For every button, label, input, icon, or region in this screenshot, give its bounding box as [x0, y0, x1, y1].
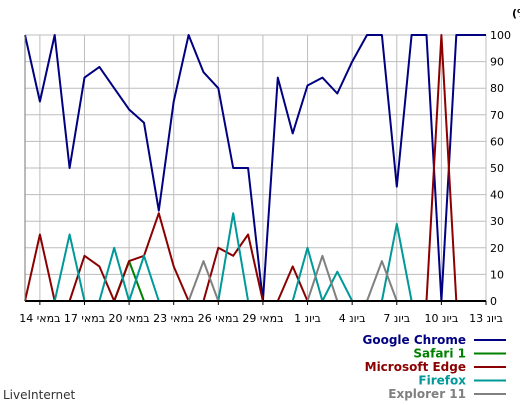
y-tick-label: 60 [490, 135, 504, 148]
y-axis-label: חלק (%) [512, 7, 520, 20]
y-tick-label: 50 [490, 162, 504, 175]
x-tick-label: 7 ביונ [383, 312, 410, 325]
legend-label: Firefox [418, 374, 466, 388]
x-tick-label: 17 במאי [64, 312, 105, 325]
legend-label: Explorer 11 [388, 387, 466, 401]
x-tick-label: 26 במאי [198, 312, 239, 325]
y-tick-label: 90 [490, 56, 504, 69]
legend-label: Safari 1 [413, 347, 466, 361]
brand-label: LiveInternet [3, 388, 75, 402]
x-tick-label: 13 ביונ [469, 312, 503, 325]
x-tick-label: 10 ביונ [425, 312, 459, 325]
grid [25, 34, 487, 302]
y-tick-label: 80 [490, 82, 504, 95]
y-tick-label: 0 [490, 295, 497, 308]
y-tick-label: 40 [490, 189, 504, 202]
legend-label: Microsoft Edge [365, 360, 466, 374]
legend-label: Google Chrome [362, 333, 466, 347]
x-tick-label: 29 במאי [242, 312, 283, 325]
series-line [24, 34, 486, 302]
x-tick-label: 20 במאי [109, 312, 150, 325]
x-tick-label: 1 ביונ [294, 312, 321, 325]
x-tick-label: 23 במאי [153, 312, 194, 325]
x-tick-label: 4 ביונ [339, 312, 366, 325]
y-tick-label: 20 [490, 242, 504, 255]
x-tick-label: 14 במאי [19, 312, 60, 325]
y-tick-label: 30 [490, 215, 504, 228]
y-tick-label: 100 [490, 29, 511, 42]
y-tick-label: 70 [490, 109, 504, 122]
axis [24, 35, 486, 302]
y-tick-label: 10 [490, 268, 504, 281]
y-tick-labels: 0 10 20 30 40 50 60 70 80 90 100 [490, 29, 511, 308]
